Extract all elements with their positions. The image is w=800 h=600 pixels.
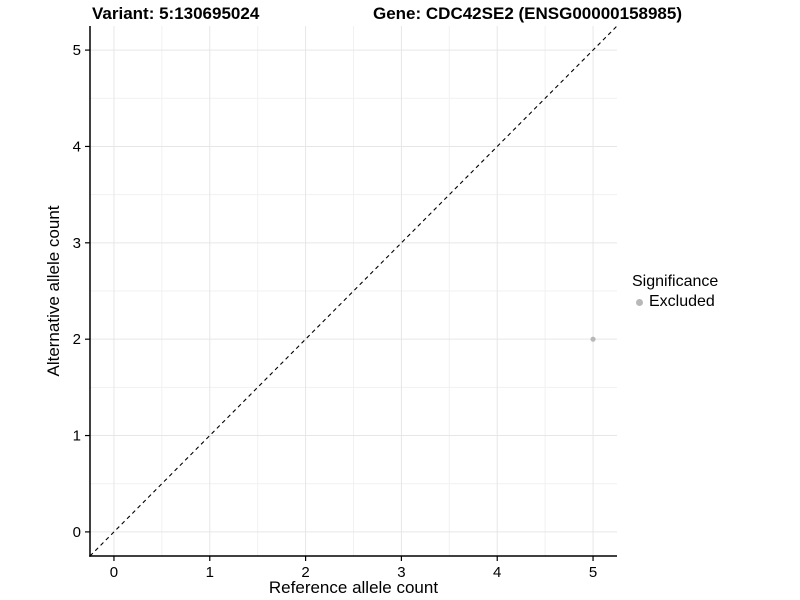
x-tick-label: 4 — [493, 564, 501, 581]
y-tick-label: 4 — [73, 138, 81, 155]
x-tick-label: 5 — [589, 564, 597, 581]
data-point — [590, 336, 596, 342]
y-tick-label: 2 — [73, 331, 81, 348]
y-axis-title: Alternative allele count — [44, 205, 63, 377]
x-tick-label: 1 — [206, 564, 214, 581]
variant-title: Variant: 5:130695024 — [92, 4, 260, 23]
y-tick-label: 0 — [73, 524, 81, 541]
y-tick-label: 5 — [73, 42, 81, 59]
x-tick-label: 2 — [301, 564, 309, 581]
x-tick-label: 3 — [397, 564, 405, 581]
legend-item-excluded: Excluded — [628, 292, 718, 312]
gene-title: Gene: CDC42SE2 (ENSG00000158985) — [373, 4, 682, 23]
legend-title: Significance — [632, 273, 719, 290]
x-axis-title: Reference allele count — [268, 578, 439, 597]
legend-point-icon — [636, 298, 643, 306]
y-tick-label: 1 — [73, 428, 81, 445]
y-tick-label: 3 — [73, 235, 81, 252]
legend-item-label: Excluded — [649, 293, 715, 310]
legend: Significance Excluded — [628, 272, 718, 312]
x-tick-label: 0 — [110, 564, 118, 581]
identity-line — [89, 25, 618, 557]
